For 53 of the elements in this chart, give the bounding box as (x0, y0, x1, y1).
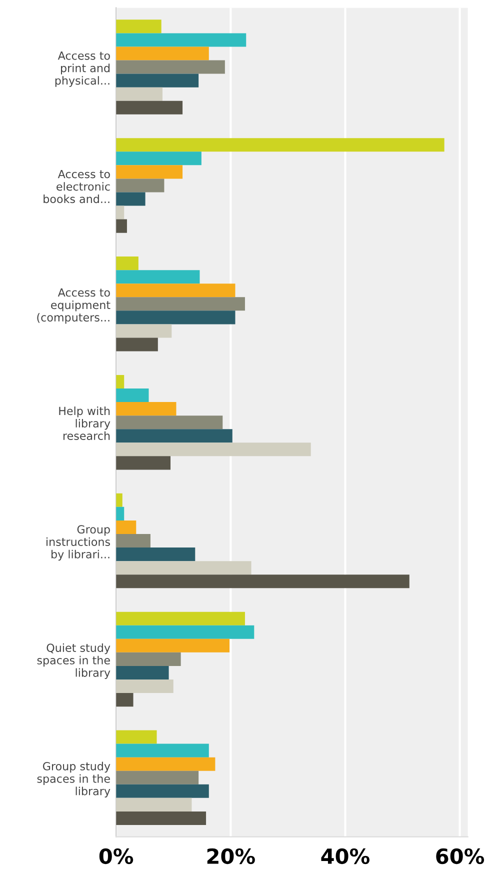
bar (116, 388, 149, 402)
bar (116, 506, 124, 520)
y-tick-label: Access to electronic books and... (44, 170, 110, 204)
bar (116, 60, 225, 74)
bar (116, 625, 254, 639)
bar (116, 374, 124, 388)
bar (116, 493, 122, 507)
bar (116, 612, 245, 626)
bar (116, 429, 232, 443)
bar (116, 652, 181, 666)
bar (116, 219, 127, 233)
bar (116, 20, 162, 34)
bar (116, 256, 138, 270)
bar (116, 666, 169, 680)
bar (116, 638, 230, 652)
bar (116, 165, 183, 179)
bar (116, 178, 164, 192)
bar (116, 520, 136, 534)
bar (116, 46, 209, 60)
bar (116, 152, 202, 166)
bar (116, 192, 146, 206)
bar (116, 33, 246, 47)
bar (116, 574, 410, 588)
bar (116, 270, 200, 284)
bar (116, 138, 444, 152)
bar (116, 100, 183, 114)
bar (116, 693, 134, 707)
x-tick-label: 20% (207, 848, 255, 864)
bar (116, 297, 245, 311)
bar (116, 284, 236, 298)
bar (116, 310, 236, 324)
bar (116, 744, 209, 758)
x-tick-label: 40% (321, 848, 370, 864)
bar (116, 784, 209, 798)
bar (116, 548, 196, 562)
bar (116, 757, 216, 771)
y-tick-label: Help with library research (59, 406, 110, 440)
bar (116, 74, 199, 88)
y-tick-label: Quiet study spaces in the library (37, 643, 110, 680)
x-tick-label: 0% (99, 848, 134, 864)
bar (116, 534, 150, 548)
y-tick-label: Group study spaces in the library (37, 762, 110, 798)
bar (116, 416, 223, 430)
bar (116, 402, 176, 416)
bar (116, 811, 206, 826)
y-tick-label: Access to equipment (computers... (37, 288, 110, 324)
bar (116, 770, 199, 784)
bar (116, 730, 157, 744)
x-tick-label: 60% (436, 848, 484, 864)
bar (116, 456, 171, 470)
bar (116, 338, 158, 352)
y-tick-label: Access to print and physical... (55, 52, 110, 87)
y-tick-label: Group instructions by librari... (46, 525, 110, 561)
